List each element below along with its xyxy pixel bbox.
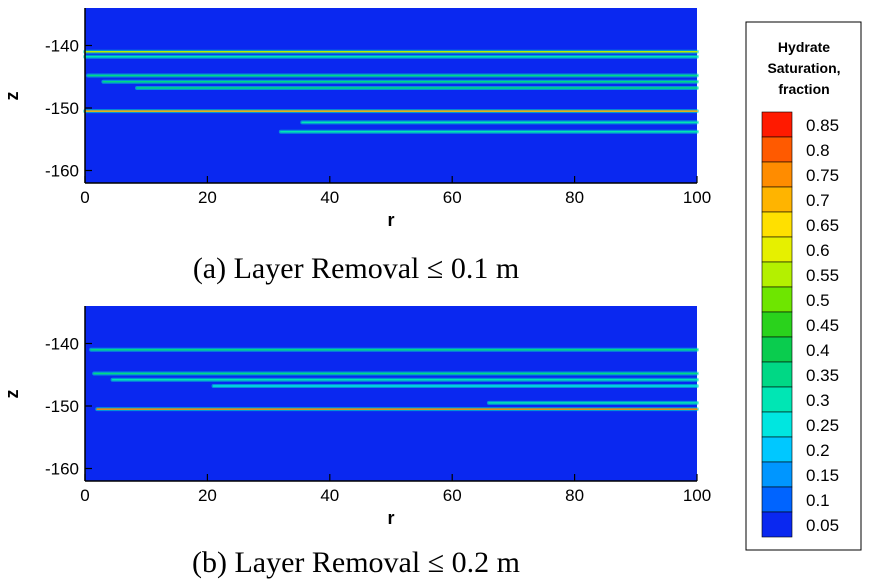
legend-level-label: 0.6 — [806, 241, 830, 260]
legend-swatch — [761, 186, 793, 213]
y-tick-label: -140 — [45, 37, 79, 56]
x-tick-label: 0 — [80, 486, 89, 505]
y-tick-label: -160 — [45, 460, 79, 479]
legend-title-line-3: fraction — [778, 81, 829, 97]
x-tick-label: 80 — [565, 188, 584, 207]
y-tick-label: -150 — [45, 397, 79, 416]
panel-b: 0 20 40 60 80 100 -140 -150 -160 r z (b) Layer … — [2, 306, 711, 579]
legend-swatch — [761, 161, 793, 188]
legend-level-label: 0.2 — [806, 441, 830, 460]
legend-level-label: 0.7 — [806, 191, 830, 210]
legend-level-label: 0.45 — [806, 316, 839, 335]
legend-swatch — [761, 361, 793, 388]
y-ticks-a: -140 -150 -160 — [45, 37, 92, 181]
legend-swatch — [761, 136, 793, 163]
x-tick-label: 40 — [320, 486, 339, 505]
legend-swatch — [761, 261, 793, 288]
legend-swatch — [761, 436, 793, 463]
y-tick-label: -150 — [45, 99, 79, 118]
legend-level-label: 0.55 — [806, 266, 839, 285]
layers-a — [83, 49, 699, 134]
x-tick-label: 60 — [443, 486, 462, 505]
legend-swatch — [761, 461, 793, 488]
caption-b: (b) Layer Removal ≤ 0.2 m — [192, 546, 520, 579]
x-ticks-a: 0 20 40 60 80 100 — [80, 176, 711, 207]
x-tick-label: 100 — [683, 188, 711, 207]
y-tick-label: -160 — [45, 162, 79, 181]
y-axis-title-a: z — [2, 92, 22, 101]
panel-a: 0 20 40 60 80 100 -140 -150 -160 r z (a) Layer … — [2, 8, 711, 285]
legend-swatch — [761, 336, 793, 363]
legend-level-label: 0.8 — [806, 141, 830, 160]
legend-swatches: 0.85 0.8 0.75 0.7 0.65 0.6 0.55 0.5 0.45 0.4 0.35 0… — [761, 111, 839, 538]
x-tick-label: 20 — [198, 188, 217, 207]
x-ticks-b: 0 20 40 60 80 100 — [80, 474, 711, 505]
x-tick-label: 80 — [565, 486, 584, 505]
x-tick-label: 100 — [683, 486, 711, 505]
x-tick-label: 20 — [198, 486, 217, 505]
legend-level-label: 0.05 — [806, 516, 839, 535]
y-tick-label: -140 — [45, 335, 79, 354]
y-axis-title-b: z — [2, 390, 22, 399]
x-tick-label: 0 — [80, 188, 89, 207]
legend-swatch — [761, 411, 793, 438]
color-legend: Hydrate Saturation, fraction 0.85 0.8 0.75… — [745, 21, 862, 551]
legend-swatch — [761, 311, 793, 338]
legend-swatch — [761, 386, 793, 413]
legend-swatch — [761, 211, 793, 238]
legend-level-label: 0.3 — [806, 391, 830, 410]
x-tick-label: 60 — [443, 188, 462, 207]
legend-swatch — [761, 286, 793, 313]
legend-level-label: 0.5 — [806, 291, 830, 310]
legend-swatch — [761, 111, 793, 138]
legend-level-label: 0.85 — [806, 116, 839, 135]
legend-swatch — [761, 236, 793, 263]
legend-level-label: 0.4 — [806, 341, 830, 360]
plot-area-a — [85, 8, 697, 183]
legend-level-label: 0.75 — [806, 166, 839, 185]
legend-level-label: 0.25 — [806, 416, 839, 435]
legend-swatch — [761, 486, 793, 513]
legend-title-line-1: Hydrate — [778, 39, 830, 55]
legend-level-label: 0.65 — [806, 216, 839, 235]
plot-area-b — [85, 306, 697, 481]
x-axis-title-a: r — [387, 210, 394, 230]
legend-level-label: 0.1 — [806, 491, 830, 510]
legend-title-line-2: Saturation, — [767, 60, 840, 76]
legend-level-label: 0.35 — [806, 366, 839, 385]
legend-swatch — [761, 511, 793, 538]
y-ticks-b: -140 -150 -160 — [45, 335, 92, 479]
x-axis-title-b: r — [387, 508, 394, 528]
layers-b — [89, 347, 699, 412]
caption-a: (a) Layer Removal ≤ 0.1 m — [193, 252, 519, 285]
x-tick-label: 40 — [320, 188, 339, 207]
legend-level-label: 0.15 — [806, 466, 839, 485]
